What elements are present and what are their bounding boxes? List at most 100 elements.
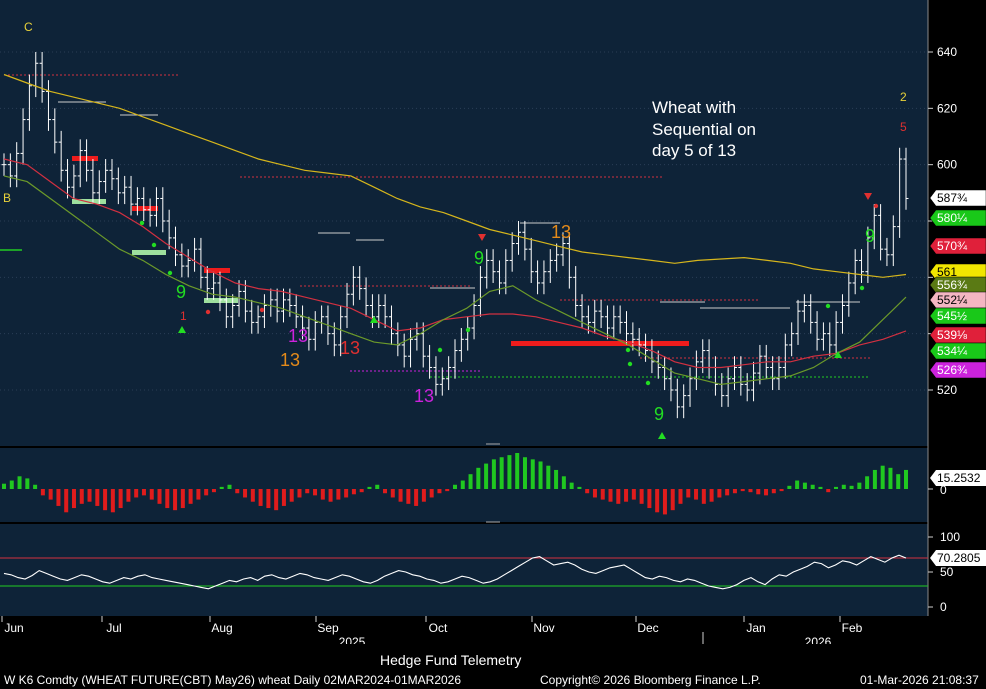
price-label-text: 580¼ xyxy=(937,211,968,225)
macd-bar xyxy=(367,486,372,489)
macd-bar xyxy=(655,489,660,513)
rsi-line xyxy=(3,554,907,590)
x-tick-label: Jan xyxy=(746,621,765,635)
ticker-description: W K6 Comdty (WHEAT FUTURE(CBT) May26) wh… xyxy=(4,673,462,687)
macd-bar xyxy=(639,489,644,504)
year-label: 2025 xyxy=(339,635,366,644)
macd-bar xyxy=(616,489,621,504)
macd-bar xyxy=(437,489,442,494)
macd-bar xyxy=(857,482,862,489)
buy-arrow-icon xyxy=(370,316,378,323)
macd-bar xyxy=(717,489,722,498)
macd-bar xyxy=(522,457,527,489)
td-setup-dot xyxy=(437,347,443,353)
macd-bar xyxy=(165,489,170,509)
price-tick-label: 600 xyxy=(937,158,957,172)
macd-bar xyxy=(336,489,341,500)
macd-bar xyxy=(141,489,146,496)
macd-bar xyxy=(313,489,318,496)
macd-bar xyxy=(740,489,745,492)
macd-bar xyxy=(585,489,590,494)
macd-bar xyxy=(219,486,224,489)
macd-bar xyxy=(64,489,69,513)
td-count-label: B xyxy=(3,191,11,205)
macd-bar xyxy=(834,486,839,489)
macd-bar xyxy=(577,486,582,489)
price-tick-label: 640 xyxy=(937,45,957,59)
macd-bar xyxy=(732,489,737,494)
macd-bar xyxy=(56,489,61,506)
price-tick-label: 520 xyxy=(937,383,957,397)
macd-bar xyxy=(118,489,123,509)
macd-bar xyxy=(305,489,310,494)
footer: Hedge Fund Telemetry W K6 Comdty (WHEAT … xyxy=(0,644,986,689)
x-tick-label: Feb xyxy=(842,621,863,635)
td-count-label: 13 xyxy=(551,222,571,242)
moving-average-long xyxy=(3,73,907,278)
macd-bar xyxy=(600,489,605,500)
rsi-tick-label: 50 xyxy=(940,565,954,579)
macd-bar xyxy=(134,489,139,498)
macd-bar xyxy=(445,489,450,492)
td-support-bar xyxy=(204,298,238,303)
macd-bar xyxy=(344,489,349,498)
chart-title-line-2: Sequential on xyxy=(652,120,756,139)
td-count-label: 5 xyxy=(900,120,907,134)
macd-bar xyxy=(258,489,263,506)
macd-bar xyxy=(802,482,807,489)
price-label-text: 561 xyxy=(937,265,957,279)
macd-bar xyxy=(126,489,131,502)
macd-bar xyxy=(686,489,691,498)
moving-average-short xyxy=(3,175,907,386)
price-label-box xyxy=(929,291,986,309)
macd-bar xyxy=(701,489,706,504)
macd-bar xyxy=(756,489,761,495)
macd-value-text: 15.2532 xyxy=(937,471,981,485)
macd-bar xyxy=(515,453,520,489)
macd-bar xyxy=(592,489,597,498)
macd-bar xyxy=(865,476,870,489)
td-risk-bar xyxy=(132,206,158,211)
td-setup-dot xyxy=(625,347,631,353)
price-label-box xyxy=(929,342,986,360)
macd-bar xyxy=(328,489,333,502)
macd-bar xyxy=(818,486,823,489)
rsi-tick-label: 0 xyxy=(940,600,947,614)
td-setup-dot xyxy=(825,303,831,309)
macd-bar xyxy=(849,485,854,489)
td-risk-bar xyxy=(72,156,98,161)
year-label: 2026 xyxy=(805,635,832,644)
macd-bar xyxy=(872,469,877,489)
macd-bar xyxy=(569,482,574,489)
x-tick-label: Jun xyxy=(4,621,23,635)
price-panel xyxy=(0,0,928,446)
macd-bar xyxy=(414,489,419,506)
td-count-label: 2 xyxy=(900,90,907,104)
macd-bar xyxy=(274,489,279,511)
td-setup-dot xyxy=(465,327,471,333)
macd-bar xyxy=(359,489,364,493)
macd-bar xyxy=(375,484,380,489)
macd-bar xyxy=(709,489,714,502)
macd-bar xyxy=(453,484,457,489)
macd-bar xyxy=(880,465,885,489)
macd-bar xyxy=(173,489,178,511)
macd-bar xyxy=(499,457,504,489)
macd-bar xyxy=(9,480,14,489)
copyright: Copyright© 2026 Bloomberg Finance L.P. xyxy=(540,673,761,687)
buy-arrow-icon xyxy=(658,432,666,439)
macd-bar xyxy=(398,489,403,502)
macd-bar xyxy=(243,489,248,498)
price-label-text: 534¼ xyxy=(937,344,968,358)
chart-title-line-1: Wheat with xyxy=(652,98,736,117)
price-label-text: 526¾ xyxy=(937,363,968,377)
macd-bar xyxy=(647,489,652,509)
rsi-value-text: 70.2805 xyxy=(937,551,981,565)
price-label-text: 587¾ xyxy=(937,191,968,205)
td-setup-dot xyxy=(139,220,145,226)
td-setup-dot xyxy=(873,203,879,209)
macd-bar xyxy=(48,489,53,500)
td-count-label: 9 xyxy=(654,404,664,424)
td-setup-dot xyxy=(205,309,211,315)
macd-bar xyxy=(608,489,613,502)
